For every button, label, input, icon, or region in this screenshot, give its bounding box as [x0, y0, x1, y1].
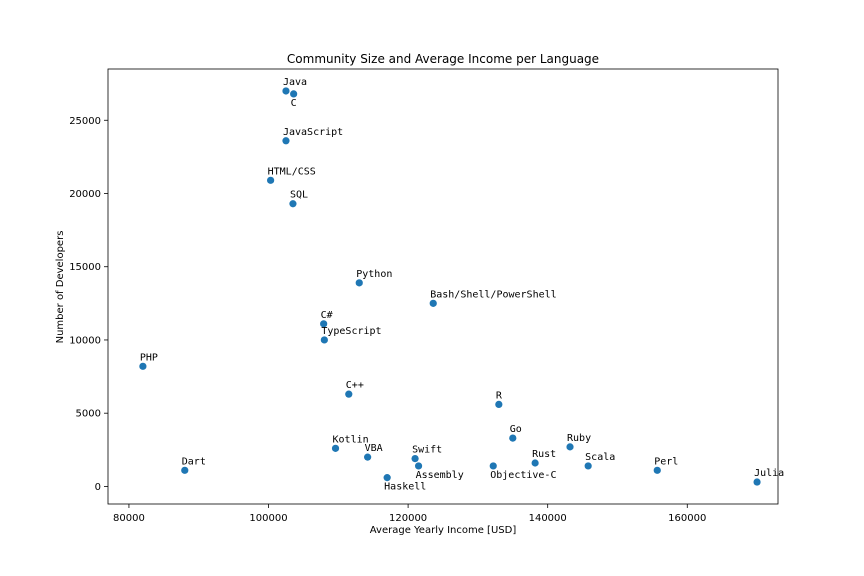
- data-point-rust: [531, 459, 539, 467]
- data-point-php: [139, 362, 147, 370]
- point-label: Kotlin: [333, 434, 369, 445]
- point-label: TypeScript: [321, 326, 381, 337]
- data-point-kotlin: [331, 444, 340, 452]
- x-axis-ticks: 80000 100000 120000 140000 160000: [113, 504, 706, 524]
- point-label: C: [291, 98, 297, 109]
- point-label: Bash/Shell/PowerShell: [430, 289, 556, 300]
- data-point-r: [495, 400, 503, 409]
- point-label: Ruby: [567, 433, 591, 444]
- y-tick-label: 5000: [76, 409, 101, 420]
- data-point-julia: [753, 478, 761, 486]
- x-tick-label: 140000: [529, 513, 567, 524]
- y-axis-label: Number of Developers: [55, 231, 66, 344]
- data-point-haskell: [383, 474, 391, 482]
- data-point-vba: [364, 453, 372, 461]
- plot-area: [107, 68, 779, 505]
- data-point-labels: Java C JavaScript HTML/CSS SQL Python Bash/She…: [140, 77, 784, 493]
- data-points: [139, 87, 761, 486]
- data-point-bash-shell-powershell: [429, 299, 437, 307]
- point-label: Haskell: [384, 482, 426, 493]
- y-axis-ticks: 0 5000 10000 15000 20000 25000: [69, 116, 108, 493]
- data-point-dart: [181, 466, 189, 474]
- chart-title: Community Size and Average Income per La…: [287, 52, 599, 66]
- point-label: Rust: [532, 449, 556, 460]
- point-label: Go: [510, 424, 522, 435]
- data-point-objective-c: [489, 462, 497, 470]
- data-point-ruby: [566, 443, 574, 451]
- point-label: Perl: [654, 456, 678, 467]
- x-tick-label: 120000: [389, 513, 427, 524]
- point-label: C++: [346, 380, 364, 391]
- y-tick-label: 0: [95, 482, 101, 493]
- point-label: HTML/CSS: [268, 166, 316, 177]
- point-label: R: [496, 390, 503, 401]
- y-tick-label: 25000: [69, 116, 101, 127]
- point-label: Java: [283, 77, 307, 88]
- point-label: JavaScript: [283, 127, 343, 138]
- data-point-c-: [345, 390, 353, 398]
- data-point-c: [290, 90, 298, 98]
- data-point-python: [355, 279, 363, 287]
- point-label: Dart: [182, 456, 206, 467]
- y-tick-label: 10000: [69, 335, 101, 346]
- x-tick-label: 160000: [668, 513, 706, 524]
- data-point-go: [509, 434, 517, 442]
- point-label: Assembly: [416, 470, 464, 481]
- point-label: Scala: [585, 452, 615, 463]
- point-label: Swift: [412, 445, 442, 456]
- data-point-perl: [653, 466, 661, 474]
- point-label: Objective-C: [490, 470, 556, 481]
- data-point-html-css: [267, 176, 275, 184]
- data-point-javascript: [282, 137, 290, 145]
- data-point-java: [282, 87, 290, 95]
- data-point-c-: [320, 320, 328, 328]
- x-tick-label: 80000: [113, 513, 145, 524]
- x-tick-label: 100000: [249, 513, 287, 524]
- point-label: C#: [321, 310, 333, 321]
- x-axis-label: Average Yearly Income [USD]: [370, 525, 517, 536]
- point-label: Julia: [754, 468, 784, 479]
- data-point-typescript: [320, 336, 328, 344]
- data-point-sql: [289, 200, 297, 208]
- point-label: Python: [356, 269, 392, 280]
- point-label: SQL: [290, 190, 308, 201]
- data-point-swift: [411, 454, 419, 463]
- data-point-scala: [584, 462, 592, 470]
- point-label: VBA: [365, 443, 383, 454]
- data-point-assembly: [414, 462, 423, 470]
- y-tick-label: 20000: [69, 189, 101, 200]
- y-tick-label: 15000: [69, 262, 101, 273]
- point-label: PHP: [140, 352, 158, 363]
